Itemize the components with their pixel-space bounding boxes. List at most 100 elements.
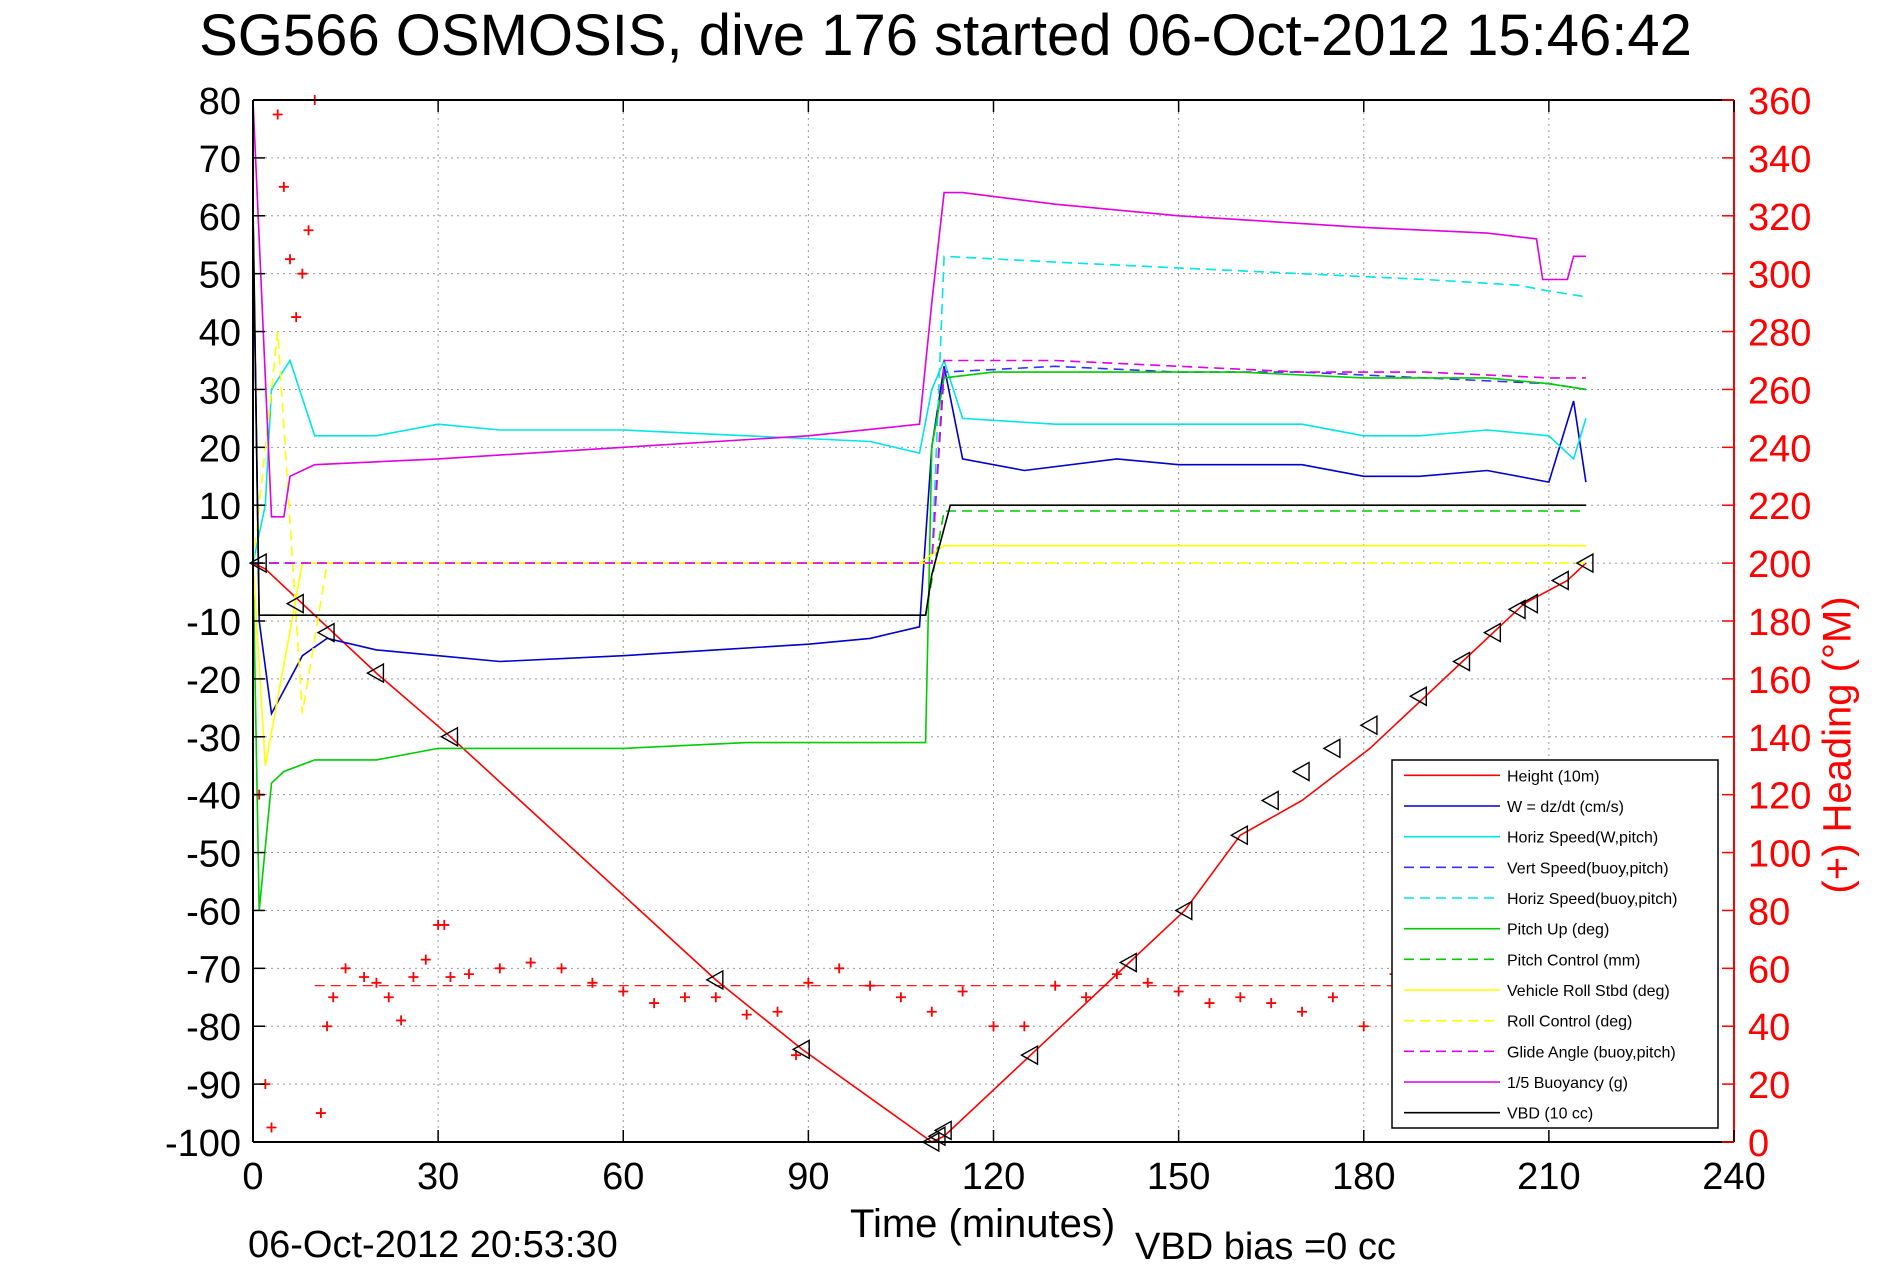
x-tick-label: 90 — [787, 1156, 829, 1198]
x-tick-label: 180 — [1332, 1156, 1395, 1198]
legend-entry: Pitch Up (deg) — [1507, 922, 1609, 939]
y-tick-label-right: 360 — [1748, 81, 1811, 123]
heading-point — [834, 963, 845, 974]
heading-point — [1173, 986, 1184, 997]
x-tick-label: 240 — [1702, 1156, 1765, 1198]
heading-point — [1235, 992, 1246, 1003]
y-tick-label-right: 20 — [1748, 1065, 1790, 1107]
heading-point — [679, 992, 690, 1003]
legend-entry: Horiz Speed(W,pitch) — [1507, 830, 1658, 847]
y-tick-label-right: 40 — [1748, 1007, 1790, 1049]
heading-point — [895, 992, 906, 1003]
heading-point — [741, 1009, 752, 1020]
series-line-11 — [252, 204, 1586, 617]
vbd-bias-label: VBD bias =0 cc — [1135, 1226, 1396, 1268]
height-marker — [1118, 952, 1137, 973]
legend-entry: Roll Control (deg) — [1507, 1014, 1632, 1031]
x-tick-label: 60 — [602, 1156, 644, 1198]
heading-point — [494, 963, 505, 974]
height-marker — [1291, 761, 1310, 782]
height-marker — [316, 622, 335, 643]
y-tick-label-right: 100 — [1748, 834, 1811, 876]
height-marker — [1519, 593, 1539, 614]
heading-point — [291, 312, 302, 323]
y-tick-label: 20 — [199, 428, 241, 470]
heading-point — [439, 919, 450, 930]
heading-point — [266, 1122, 277, 1133]
height-marker — [1507, 599, 1526, 620]
height-marker — [1322, 738, 1341, 759]
y-tick-label-right: 280 — [1748, 313, 1811, 355]
heading-point — [988, 1021, 999, 1032]
legend-entry: Horiz Speed(buoy,pitch) — [1507, 891, 1677, 908]
height-marker — [285, 593, 304, 614]
height-marker — [1359, 715, 1378, 736]
heading-point — [408, 972, 419, 983]
x-axis-label: Time (minutes) — [850, 1202, 1116, 1246]
heading-point — [272, 109, 283, 120]
series-line-0 — [252, 562, 1587, 1143]
heading-point — [1081, 992, 1092, 1003]
legend-entry: 1/5 Buoyancy (g) — [1507, 1075, 1628, 1092]
height-marker — [1408, 686, 1427, 707]
height-marker — [1575, 552, 1594, 574]
y-tick-label-right: 240 — [1748, 428, 1811, 470]
heading-point — [445, 972, 456, 983]
heading-point — [322, 1021, 333, 1032]
legend-entry: Height (10m) — [1507, 768, 1599, 785]
heading-point — [463, 969, 474, 980]
y-tick-label-right: 260 — [1748, 370, 1811, 412]
x-tick-label: 210 — [1517, 1156, 1580, 1198]
y-tick-label: 10 — [199, 486, 241, 528]
height-marker — [705, 969, 724, 991]
y-tick-label-right: 180 — [1748, 602, 1811, 644]
heading-point — [1142, 977, 1153, 988]
y-tick-label: -80 — [186, 1007, 241, 1049]
heading-point — [396, 1015, 407, 1026]
height-marker — [1174, 900, 1193, 921]
date-stamp: 06-Oct-2012 20:53:30 — [248, 1224, 618, 1266]
y-tick-label-right: 60 — [1748, 949, 1790, 991]
legend-entry: Glide Angle (buoy,pitch) — [1507, 1044, 1676, 1061]
heading-point — [1111, 969, 1122, 980]
heading-point — [1019, 1021, 1030, 1032]
y-tick-label-right: 340 — [1748, 139, 1811, 181]
heading-point — [1358, 1021, 1369, 1032]
y-tick-label: -30 — [186, 718, 241, 760]
y-tick-label-right: 120 — [1748, 776, 1811, 818]
chart-title: SG566 OSMOSIS, dive 176 started 06-Oct-2… — [199, 3, 1692, 68]
legend-entry: Vehicle Roll Stbd (deg) — [1507, 983, 1670, 1000]
series-line-2 — [252, 358, 1587, 564]
y-tick-label: 80 — [199, 81, 241, 123]
heading-point — [315, 1108, 326, 1119]
heading-point — [340, 963, 351, 974]
heading-point — [1266, 998, 1277, 1009]
y-tick-label: -40 — [186, 776, 241, 818]
y-tick-label-right: 80 — [1748, 891, 1790, 933]
height-marker — [1020, 1044, 1039, 1066]
heading-point — [328, 992, 339, 1003]
heading-point — [420, 954, 431, 965]
heading-point — [587, 977, 598, 988]
legend-entry: VBD (10 cc) — [1507, 1106, 1593, 1123]
legend-box — [1391, 759, 1719, 1129]
y-tick-label-right: 220 — [1748, 486, 1811, 528]
y-tick-label: 0 — [220, 544, 241, 586]
x-tick-label: 120 — [962, 1156, 1025, 1198]
y-tick-label-right: 140 — [1748, 718, 1811, 760]
height-marker — [1229, 824, 1249, 846]
legend-entry: Pitch Control (mm) — [1507, 952, 1640, 969]
heading-point — [1204, 998, 1215, 1009]
y-tick-label-right: 320 — [1748, 197, 1811, 239]
height-marker — [1260, 790, 1279, 811]
height-marker — [791, 1039, 810, 1060]
height-marker — [440, 726, 459, 747]
heading-point — [359, 972, 370, 983]
y-tick-label: -10 — [186, 602, 241, 644]
y-tick-label: -90 — [186, 1065, 241, 1107]
x-tick-label: 150 — [1147, 1156, 1210, 1198]
height-marker — [1482, 622, 1502, 643]
y-tick-label-right: 200 — [1748, 544, 1811, 586]
y-tick-label-right: 300 — [1748, 255, 1811, 297]
legend-entry: Vert Speed(buoy,pitch) — [1507, 860, 1669, 877]
